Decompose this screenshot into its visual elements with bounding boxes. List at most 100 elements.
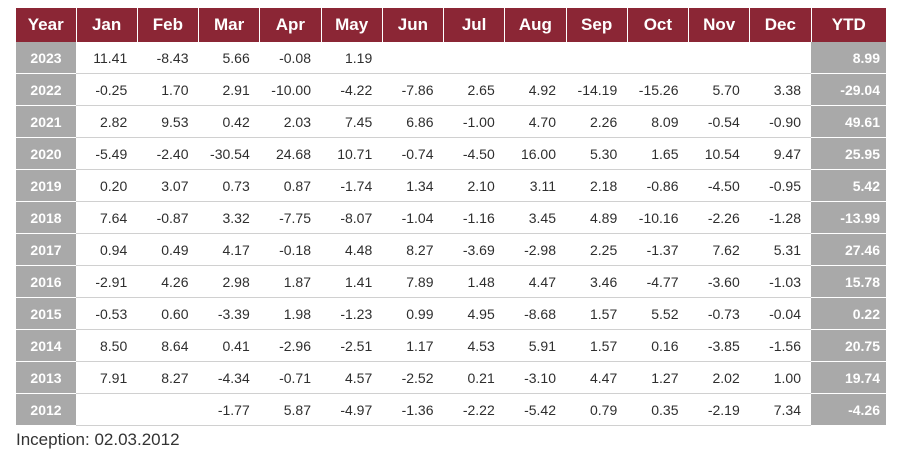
month-return-cell: -2.40 (137, 137, 199, 170)
month-return-cell: 1.34 (382, 169, 444, 202)
column-header-jun: Jun (382, 8, 445, 42)
month-return-cell: 1.41 (321, 265, 383, 298)
table-row: 2012 -1.77 5.87 -4.97 -1.36 -2.22 -5.42 0.79 0.3… (16, 393, 886, 426)
month-return-cell: 0.21 (443, 361, 505, 394)
month-return-cell: -2.98 (504, 233, 566, 266)
month-return-cell: -4.50 (443, 137, 505, 170)
month-return-cell: 3.45 (504, 201, 566, 234)
column-header-nov: Nov (688, 8, 751, 42)
month-return-cell: 4.47 (566, 361, 628, 394)
month-return-cell: -3.39 (198, 297, 260, 330)
month-return-cell: 3.32 (198, 201, 260, 234)
month-return-cell: 2.25 (566, 233, 628, 266)
month-return-cell: 3.38 (749, 73, 811, 106)
month-return-cell: 5.91 (504, 329, 566, 362)
month-return-cell: 2.98 (198, 265, 260, 298)
month-return-cell: -1.03 (749, 265, 811, 298)
ytd-cell: 20.75 (811, 329, 886, 362)
ytd-cell: 27.46 (811, 233, 886, 266)
year-cell: 2022 (16, 73, 76, 106)
month-return-cell: 1.57 (566, 329, 628, 362)
month-return-cell: -7.75 (259, 201, 321, 234)
month-return-cell: -0.73 (688, 297, 750, 330)
month-return-cell: 2.10 (443, 169, 505, 202)
year-cell: 2015 (16, 297, 76, 330)
year-cell: 2012 (16, 393, 76, 426)
month-return-cell: -0.86 (627, 169, 689, 202)
month-return-cell: 8.27 (137, 361, 199, 394)
table-body: 2023 11.41 -8.43 5.66 -0.08 1.19 8.99 2022 -0.25… (16, 42, 886, 426)
month-return-cell: 3.46 (566, 265, 628, 298)
month-return-cell: -14.19 (566, 73, 628, 106)
month-return-cell: 0.41 (198, 329, 260, 362)
month-return-cell: -0.18 (259, 233, 321, 266)
ytd-cell: 49.61 (811, 105, 886, 138)
month-return-cell: 8.64 (137, 329, 199, 362)
column-header-feb: Feb (137, 8, 200, 42)
month-return-cell: 5.70 (688, 73, 750, 106)
month-return-cell: 16.00 (504, 137, 566, 170)
month-return-cell: -2.51 (321, 329, 383, 362)
year-cell: 2020 (16, 137, 76, 170)
month-return-cell: 5.30 (566, 137, 628, 170)
table-row: 2016 -2.91 4.26 2.98 1.87 1.41 7.89 1.48 4.47 3.4… (16, 265, 886, 298)
month-return-cell: 1.57 (566, 297, 628, 330)
table-row: 2015 -0.53 0.60 -3.39 1.98 -1.23 0.99 4.95 -8.68… (16, 297, 886, 330)
month-return-cell: -0.90 (749, 105, 811, 138)
month-return-cell: -2.96 (259, 329, 321, 362)
month-return-cell: -0.71 (259, 361, 321, 394)
ytd-cell: 8.99 (811, 42, 886, 74)
month-return-cell: -10.00 (259, 73, 321, 106)
month-return-cell: -0.25 (76, 73, 138, 106)
month-return-cell: 0.16 (627, 329, 689, 362)
header-row: Year Jan Feb Mar Apr May Jun Jul Aug Sep Oct Nov Dec… (16, 8, 886, 42)
month-return-cell: 8.50 (76, 329, 138, 362)
month-return-cell: -5.49 (76, 137, 138, 170)
month-return-cell (749, 42, 811, 74)
month-return-cell: -4.77 (627, 265, 689, 298)
year-cell: 2018 (16, 201, 76, 234)
month-return-cell: -2.22 (443, 393, 505, 426)
table-row: 2018 7.64 -0.87 3.32 -7.75 -8.07 -1.04 -1.16 3.4… (16, 201, 886, 234)
column-header-jan: Jan (76, 8, 138, 42)
month-return-cell: -30.54 (198, 137, 260, 170)
month-return-cell (137, 393, 199, 426)
year-cell: 2014 (16, 329, 76, 362)
month-return-cell: -0.87 (137, 201, 199, 234)
year-cell: 2023 (16, 42, 76, 74)
month-return-cell (76, 393, 138, 426)
month-return-cell: 7.89 (382, 265, 444, 298)
month-return-cell: 0.73 (198, 169, 260, 202)
month-return-cell: -1.16 (443, 201, 505, 234)
month-return-cell: -4.50 (688, 169, 750, 202)
year-cell: 2013 (16, 361, 76, 394)
month-return-cell (382, 42, 444, 74)
month-return-cell: 1.87 (259, 265, 321, 298)
inception-note: Inception: 02.03.2012 (16, 430, 180, 449)
month-return-cell: -2.19 (688, 393, 750, 426)
month-return-cell: 0.49 (137, 233, 199, 266)
month-return-cell: 1.48 (443, 265, 505, 298)
monthly-returns-table-wrapper: Year Jan Feb Mar Apr May Jun Jul Aug Sep Oct Nov Dec… (16, 8, 886, 426)
month-return-cell (443, 42, 505, 74)
ytd-cell: -13.99 (811, 201, 886, 234)
month-return-cell: 0.35 (627, 393, 689, 426)
month-return-cell: 4.92 (504, 73, 566, 106)
month-return-cell: -2.26 (688, 201, 750, 234)
month-return-cell: -8.43 (137, 42, 199, 74)
month-return-cell: 4.95 (443, 297, 505, 330)
table-row: 2020 -5.49 -2.40 -30.54 24.68 10.71 -0.74 -4.50… (16, 137, 886, 170)
month-return-cell: 0.60 (137, 297, 199, 330)
month-return-cell (504, 42, 566, 74)
month-return-cell: 0.87 (259, 169, 321, 202)
ytd-cell: -29.04 (811, 73, 886, 106)
month-return-cell: 2.82 (76, 105, 138, 138)
month-return-cell: 11.41 (76, 42, 138, 74)
month-return-cell: 3.11 (504, 169, 566, 202)
month-return-cell: 7.91 (76, 361, 138, 394)
month-return-cell: -1.74 (321, 169, 383, 202)
table-row: 2014 8.50 8.64 0.41 -2.96 -2.51 1.17 4.53 5.91 1.… (16, 329, 886, 362)
month-return-cell: 1.17 (382, 329, 444, 362)
month-return-cell: 0.94 (76, 233, 138, 266)
table-row: 2013 7.91 8.27 -4.34 -0.71 4.57 -2.52 0.21 -3.10… (16, 361, 886, 394)
